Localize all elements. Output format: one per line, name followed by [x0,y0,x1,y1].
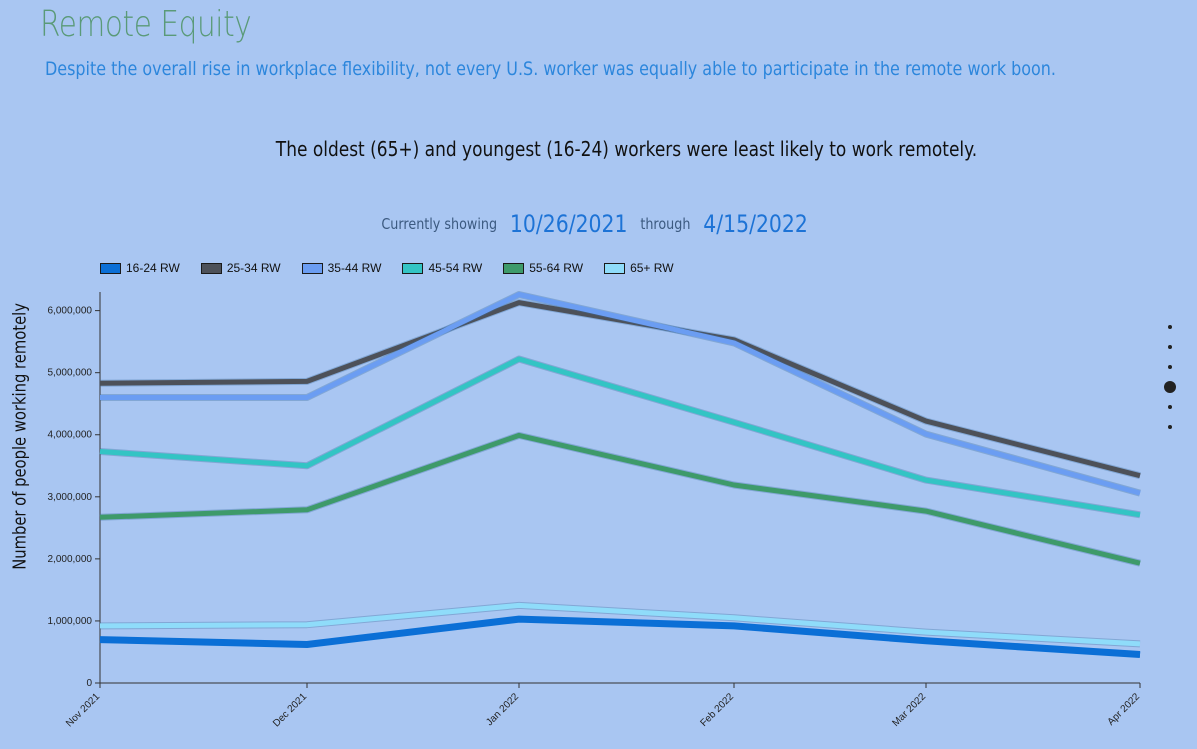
series-line-path [99,432,1141,566]
page-subtitle: Despite the overall rise in workplace fl… [45,58,1056,80]
series-line-outline [99,431,1141,567]
range-prefix: Currently showing [381,215,497,233]
range-start-date: 10/26/2021 [509,210,628,238]
range-joiner: through [639,215,691,233]
y-tick-label: 5,000,000 [48,368,93,379]
x-tick-label: Feb 2022 [698,691,736,729]
legend-item[interactable]: 65+ RW [604,261,674,275]
y-tick-label: 2,000,000 [48,554,93,565]
date-range-display: Currently showing 10/26/2021 through 4/1… [0,210,1197,238]
x-tick-label: Apr 2022 [1106,691,1143,728]
legend-item[interactable]: 45-54 RW [402,261,482,275]
section-nav-dot[interactable] [1168,365,1172,369]
series-line-65-rw[interactable] [99,601,1141,648]
series-line-path [99,616,1141,657]
page-title: Remote Equity [40,4,252,45]
x-tick-label: Nov 2021 [64,691,102,729]
x-tick-label: Mar 2022 [890,691,928,729]
legend-item[interactable]: 55-64 RW [503,261,583,275]
legend-label: 25-34 RW [226,261,281,275]
chart-headline: The oldest (65+) and youngest (16-24) wo… [275,137,978,161]
section-nav-dot[interactable] [1168,425,1172,429]
legend-label: 45-54 RW [428,261,483,275]
series-line-16-24-rw[interactable] [99,615,1141,658]
section-nav-dot[interactable] [1168,345,1172,349]
legend-item[interactable]: 25-34 RW [200,261,281,275]
range-end-date: 4/15/2022 [702,210,808,238]
series-line-path [99,602,1141,647]
x-tick-label: Dec 2021 [271,691,309,729]
x-tick-label: Jan 2022 [484,691,521,728]
legend-label: 65+ RW [630,261,674,275]
legend-swatch [503,262,525,274]
series-line-45-54-rw[interactable] [99,355,1141,519]
legend-item[interactable]: 35-44 RW [301,261,382,275]
y-tick-label: 1,000,000 [48,616,93,627]
y-tick-label: 3,000,000 [48,492,93,503]
legend-label: 55-64 RW [529,261,584,275]
legend-swatch [604,262,626,274]
legend-item[interactable]: 16-24 RW [100,261,180,275]
section-nav-dot[interactable] [1168,405,1172,409]
series-line-path [100,292,1141,496]
section-nav-dot-active[interactable] [1164,381,1176,393]
y-tick-label: 0 [86,678,92,689]
series-line-path [99,356,1141,518]
section-nav-dot[interactable] [1168,325,1172,329]
chart-legend: 16-24 RW 25-34 RW 35-44 RW 45-54 RW 55-64 RW… [100,261,695,275]
legend-label: 35-44 RW [327,261,382,275]
legend-swatch [100,262,121,274]
legend-swatch [301,262,323,274]
y-tick-label: 6,000,000 [48,306,93,317]
legend-swatch [200,262,222,274]
legend-label: 16-24 RW [126,261,180,275]
y-tick-label: 4,000,000 [48,430,93,441]
legend-swatch [402,262,424,274]
series-line-35-44-rw[interactable] [100,291,1141,497]
series-line-55-64-rw[interactable] [99,431,1141,567]
